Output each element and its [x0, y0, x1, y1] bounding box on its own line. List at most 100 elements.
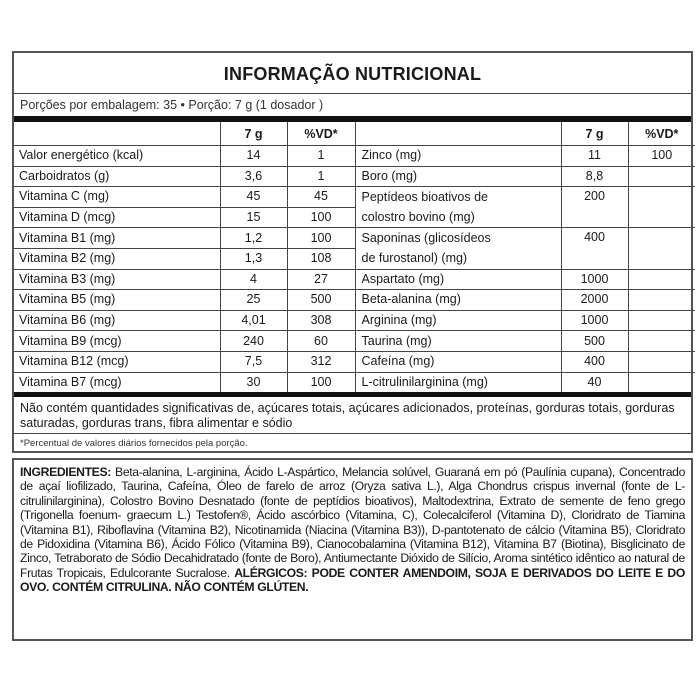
nutrient-name: Carboidratos (g): [14, 166, 220, 188]
nutrient-amount: 30: [219, 372, 287, 393]
nutrient-vd-right: [627, 166, 695, 188]
nutrient-name-right: Boro (mg): [354, 166, 561, 188]
nutrient-name-right: Zinco (mg): [354, 145, 561, 167]
nutrient-amount-right: 1000: [560, 310, 628, 332]
nutrient-name-line: Beta-alanina (mg): [361, 292, 461, 307]
nutrient-name-right: L-citrulinilarginina (mg): [354, 372, 561, 393]
nutrient-amount: 1,3: [219, 248, 287, 270]
nutrient-vd: 1: [286, 145, 355, 167]
nutrient-amount: 15: [219, 207, 287, 229]
nutrient-name: Vitamina B6 (mg): [14, 310, 220, 332]
nutrient-vd-right: [627, 310, 695, 332]
nutrient-name-right: Cafeína (mg): [354, 351, 561, 373]
nutrient-name-line: Arginina (mg): [361, 313, 437, 328]
header-blank: [14, 122, 220, 146]
nutrient-amount-right: 200: [560, 186, 628, 229]
nutrient-name-line: Boro (mg): [361, 168, 418, 183]
nutrient-vd: 60: [286, 330, 355, 352]
nutrient-name: Vitamina B12 (mcg): [14, 351, 220, 373]
nutrient-vd: 312: [286, 351, 355, 373]
nutrient-amount: 7,5: [219, 351, 287, 373]
nutrient-amount: 4: [219, 269, 287, 291]
nutrient-amount: 45: [219, 186, 287, 208]
nutrient-name-line: de furostanol) (mg): [361, 251, 468, 266]
nutrient-name-right: Peptídeos bioativos de colostro bovino (m…: [354, 186, 561, 229]
nutrient-vd: 108: [286, 248, 355, 270]
nutrient-name: Vitamina B7 (mcg): [19, 374, 122, 389]
nutrient-vd-right: [627, 227, 695, 270]
ingredients-panel: INGREDIENTES: Beta-alanina, L-arginina, …: [12, 458, 693, 641]
nutrient-amount-right: 400: [560, 351, 628, 373]
nutrient-amount-right: 500: [560, 330, 628, 352]
nutrient-name: Vitamina B3 (mg): [14, 269, 220, 291]
nutrient-name: Vitamina B1 (mg): [14, 227, 220, 249]
not-significant-note: Não contém quantidades significativas de…: [14, 397, 691, 435]
divider-thick-bottom: [14, 392, 691, 398]
table-row: Carboidratos (g) 3,6 1 Boro (mg) 8,8: [14, 166, 695, 188]
table-row: Vitamina D (mcg) 15 100: [14, 207, 695, 229]
nutrient-amount-right: 11: [560, 145, 628, 167]
nutrient-name-line: Peptídeos bioativos de: [361, 190, 488, 205]
nutrient-name-right: Beta-alanina (mg): [354, 289, 561, 311]
nutrient-name: Vitamina B5 (mg): [14, 289, 220, 311]
table-row: Vitamina B6 (mg) 4,01 308 Arginina (mg) 1000: [14, 310, 695, 332]
portion-info: Porções por embalagem: 35 • Porção: 7 g …: [20, 98, 324, 112]
header-amount-right: 7 g: [560, 122, 628, 146]
header-blank-right: [354, 122, 561, 146]
nutrient-name-line: Aspartato (mg): [361, 271, 445, 286]
divider-thick: [14, 116, 691, 122]
nutrient-amount-right: 8,8: [560, 166, 628, 188]
nutrient-amount: 25: [219, 289, 287, 311]
nutrient-vd: 1: [286, 166, 355, 188]
table-row: Vitamina B3 (mg) 4 27 Aspartato (mg) 1000: [14, 269, 695, 291]
nutrient-vd: 27: [286, 269, 355, 291]
nutrient-name: Vitamina B9 (mcg): [14, 330, 220, 352]
nutrient-vd: 500: [286, 289, 355, 311]
nutrient-name: Vitamina B2 (mg): [14, 248, 220, 270]
nutrient-vd: 308: [286, 310, 355, 332]
header-vd-right: %VD*: [627, 122, 695, 146]
footnote: *Percentual de valores diários fornecido…: [20, 438, 248, 450]
nutrient-amount: 1,2: [219, 227, 287, 249]
nutrient-vd-right: [627, 372, 695, 393]
table-row: Vitamina C (mg) 45 45 Peptídeos bioativos d…: [14, 186, 695, 229]
table-row: Vitamina B7 (mcg) 30 100 L-citrulinilargini…: [14, 372, 695, 393]
nutrient-name-right: Arginina (mg): [354, 310, 561, 332]
nutrient-name-line: Cafeína (mg): [361, 354, 435, 369]
nutrient-vd-right: [627, 289, 695, 311]
ingredients-label: INGREDIENTES:: [20, 465, 111, 479]
panel-title: INFORMAÇÃO NUTRICIONAL: [14, 53, 691, 94]
nutrient-amount: 3,6: [219, 166, 287, 188]
nutrient-name-right: Aspartato (mg): [354, 269, 561, 291]
nutrient-amount: 4,01: [219, 310, 287, 332]
nutrient-amount-right: 40: [560, 372, 628, 393]
nutrient-vd: 100: [286, 372, 355, 393]
allergens-text: ALÉRGICOS: PODE CONTER AMENDOIM, SOJA E …: [20, 565, 685, 595]
table-row: Vitamina B12 (mcg) 7,5 312 Cafeína (mg) 400: [14, 351, 695, 373]
table-row: Vitamina B2 (mg) 1,3 108: [14, 248, 695, 270]
nutrient-vd-right: [627, 269, 695, 291]
ingredients-text: Beta-alanina, L-arginina, Ácido L-Aspárt…: [20, 465, 685, 580]
header-vd: %VD*: [286, 122, 355, 146]
nutrient-amount: 240: [219, 330, 287, 352]
nutrient-amount: 14: [219, 145, 287, 167]
nutrient-amount-right: 1000: [560, 269, 628, 291]
table-body: Valor energético (kcal) 14 1 Zinco (mg) 11 10…: [14, 145, 695, 393]
nutrient-vd: 100: [286, 227, 355, 249]
table-row: Vitamina B5 (mg) 25 500 Beta-alanina (mg) 20…: [14, 289, 695, 311]
nutrient-name-line: Taurina (mg): [361, 333, 432, 348]
nutrient-amount-right: 2000: [560, 289, 628, 311]
nutrient-name: Valor energético (kcal): [14, 145, 220, 167]
nutrient-name-right: Saponinas (glicosídeos de furostanol) (mg…: [354, 227, 561, 270]
nutrient-name-line: Zinco (mg): [361, 148, 422, 163]
nutrient-name-line: colostro bovino (mg): [361, 210, 475, 225]
nutrient-vd-right: [627, 351, 695, 373]
table-header: 7 g %VD* 7 g %VD*: [14, 122, 695, 146]
nutrient-vd-right: [627, 186, 695, 229]
table-row: Vitamina B1 (mg) 1,2 100 Saponinas (glicosí…: [14, 227, 695, 270]
nutrient-name-right: Taurina (mg): [354, 330, 561, 352]
nutrient-name: Vitamina C (mg): [14, 186, 220, 208]
table-row: Valor energético (kcal) 14 1 Zinco (mg) 11 10…: [14, 145, 695, 167]
nutrient-name-line: Saponinas (glicosídeos: [361, 231, 491, 246]
nutrient-amount-right: 400: [560, 227, 628, 270]
